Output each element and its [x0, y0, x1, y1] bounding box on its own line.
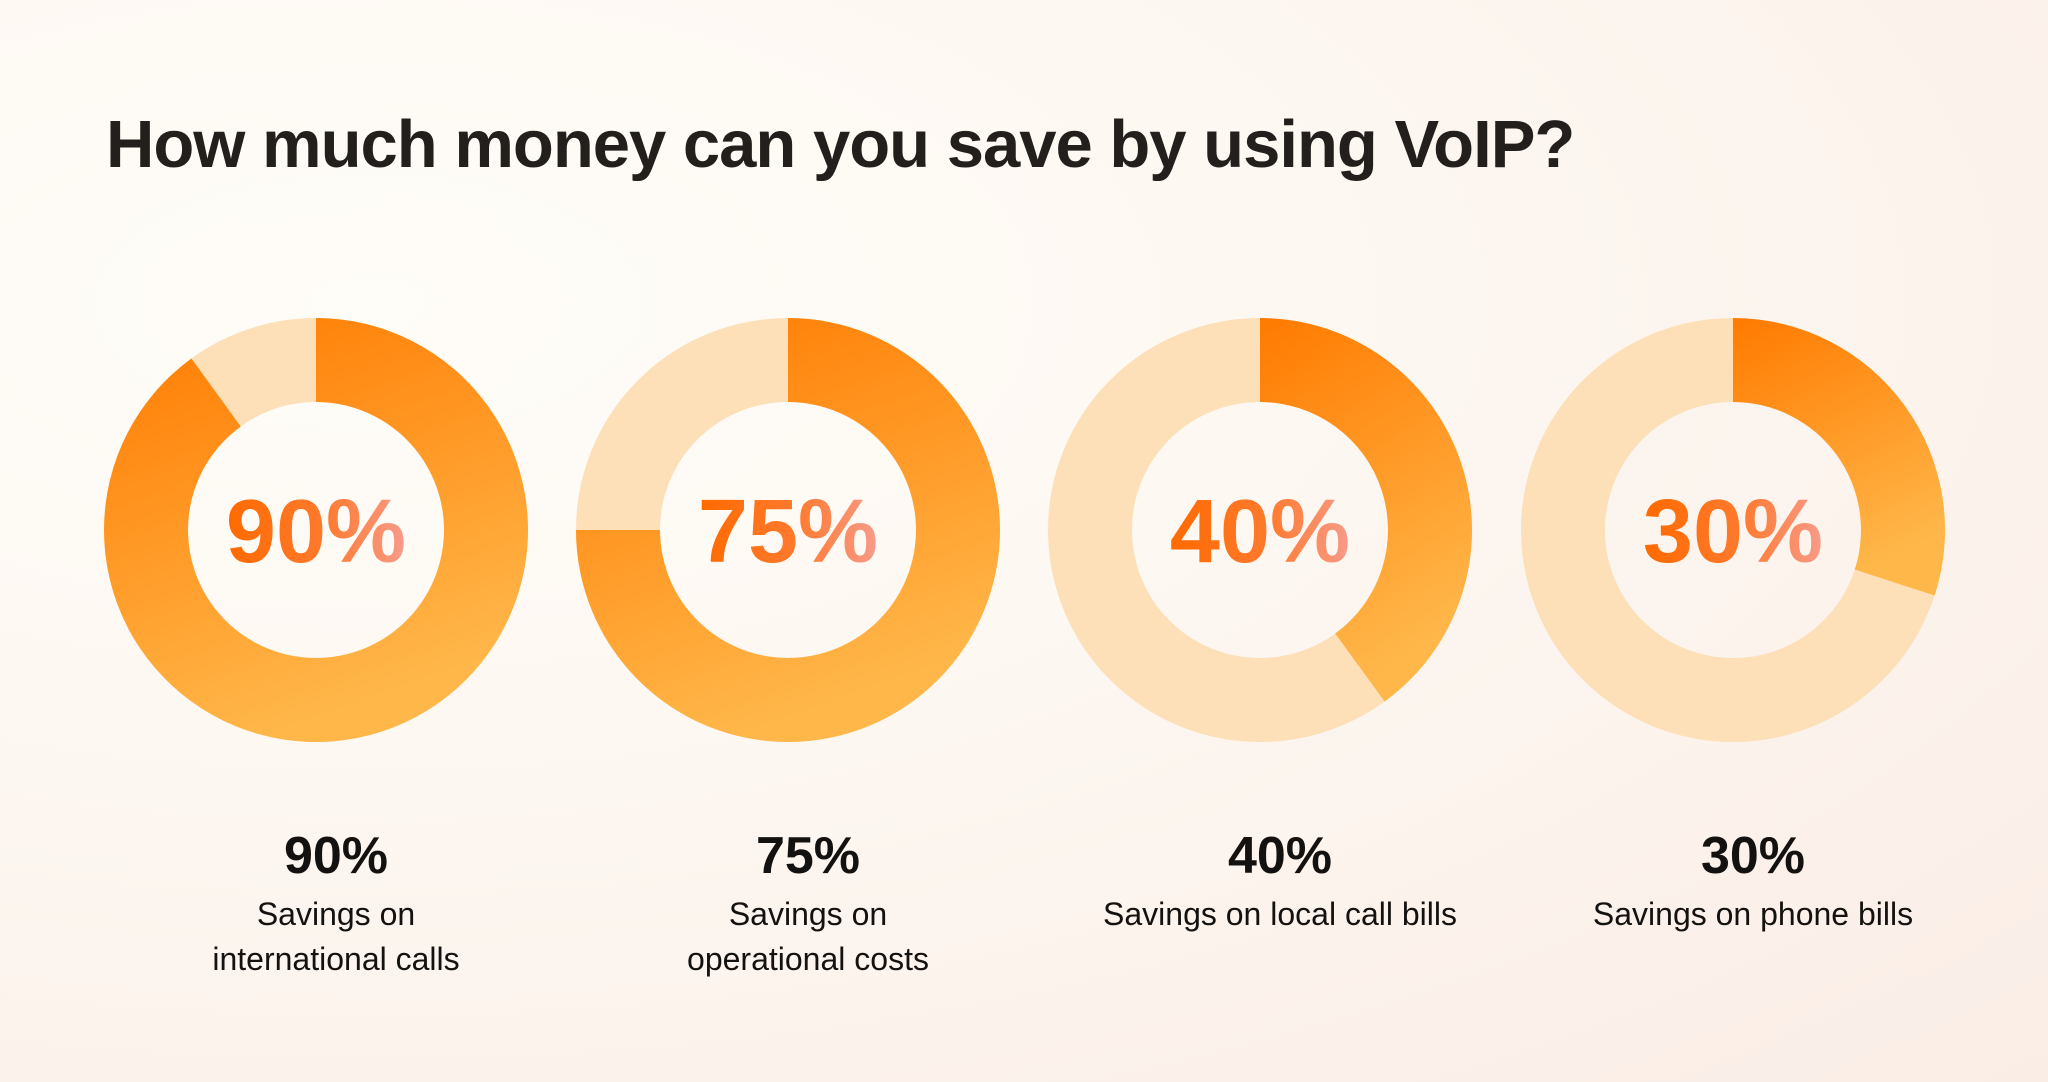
donut-value-slice [104, 318, 529, 742]
caption-label: Savings on operational costs [608, 892, 1008, 982]
donut-4: 30% [1521, 318, 1946, 742]
caption-label-line: Savings on [256, 896, 416, 932]
donut-center-value: 75% [698, 482, 878, 582]
donut-center-value: 30% [1643, 482, 1823, 582]
caption-label: Savings on international calls [136, 892, 536, 982]
caption-value: 40% [1227, 827, 1333, 885]
caption-label: Savings on phone bills [1553, 892, 1953, 937]
donut-1: 90% [104, 318, 529, 742]
donut-value-slice [1260, 318, 1472, 702]
caption-value: 90% [283, 827, 389, 885]
donut-2: 75% [576, 318, 1000, 742]
caption-value: 30% [1700, 827, 1806, 885]
caption-3: 40% Savings on local call bills [1080, 826, 1480, 937]
caption-label-line: operational costs [687, 941, 929, 977]
donut-value-slice [1733, 318, 1946, 596]
donut-center-value: 90% [226, 482, 406, 582]
caption-value: 75% [755, 827, 861, 885]
caption-label-line: Savings on [728, 896, 888, 932]
caption-label-line: Savings on phone bills [1592, 896, 1914, 932]
caption-4: 30% Savings on phone bills [1553, 826, 1953, 937]
caption-label: Savings on local call bills [1080, 892, 1480, 937]
donut-center-value: 40% [1170, 482, 1350, 582]
donut-value-slice [576, 318, 1000, 742]
caption-label-line: international calls [212, 941, 460, 977]
caption-label-line: Savings on local call bills [1103, 896, 1457, 932]
caption-1: 90% Savings on international calls [136, 826, 536, 982]
page-title: How much money can you save by using VoI… [106, 107, 1575, 182]
donut-3: 40% [1048, 318, 1472, 742]
caption-2: 75% Savings on operational costs [608, 826, 1008, 982]
